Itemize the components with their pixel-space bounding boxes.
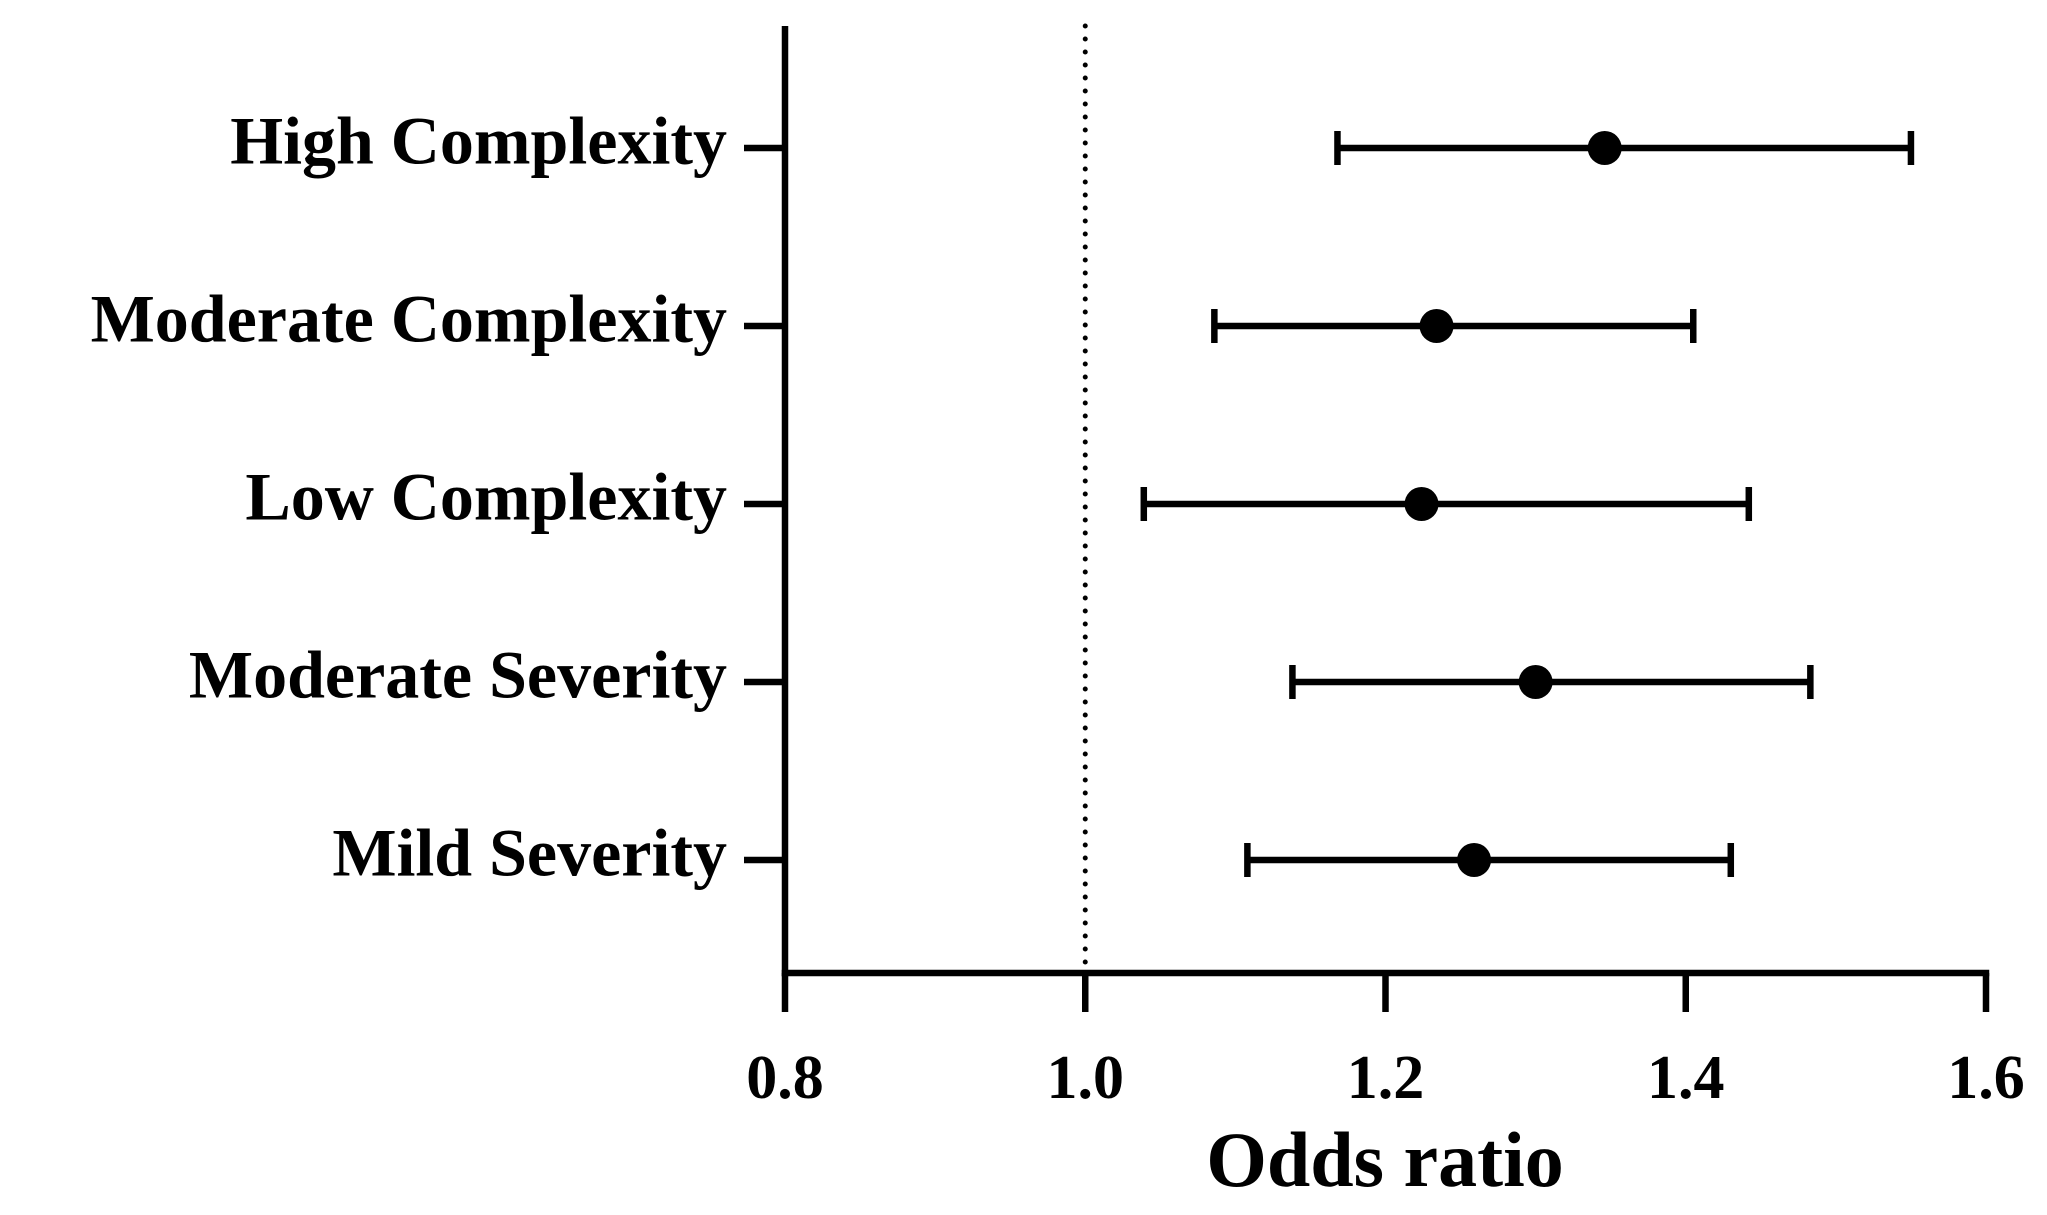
point-estimate — [1518, 665, 1553, 699]
x-tick-label: 0.8 — [746, 1044, 824, 1112]
point-estimate — [1457, 843, 1492, 877]
x-tick-label: 1.0 — [1047, 1044, 1125, 1112]
y-tick-label: High Complexity — [230, 103, 727, 179]
x-tick-label: 1.4 — [1647, 1044, 1725, 1112]
point-estimate — [1587, 131, 1622, 165]
x-tick-label: 1.2 — [1347, 1044, 1425, 1112]
y-tick-label: Low Complexity — [245, 459, 727, 535]
y-tick-label: Moderate Severity — [189, 637, 727, 713]
point-estimate — [1404, 487, 1439, 521]
point-estimate — [1419, 309, 1454, 343]
y-tick-label: Mild Severity — [332, 815, 727, 891]
x-tick-label: 1.6 — [1947, 1044, 2025, 1112]
y-tick-label: Moderate Complexity — [91, 281, 727, 357]
x-axis-title: Odds ratio — [1206, 1116, 1564, 1203]
